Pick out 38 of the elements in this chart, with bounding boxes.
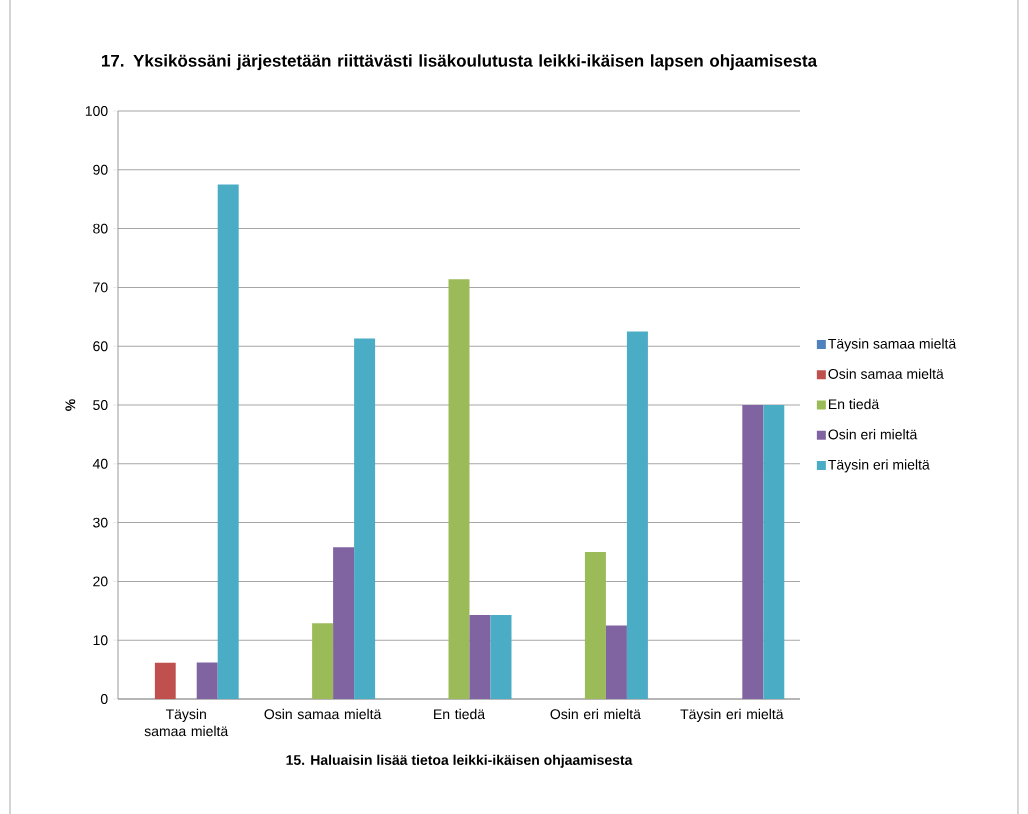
y-axis-title: %	[65, 399, 76, 411]
y-tick-label: 60	[93, 341, 108, 352]
legend-label: Täysin samaa mieltä	[828, 338, 957, 352]
y-tick-label: 40	[92, 458, 108, 469]
x-tick-label: Osin samaa mieltä	[264, 708, 382, 720]
legend-label: Täysin eri mieltä	[828, 459, 930, 473]
bar	[448, 279, 470, 699]
bar	[490, 614, 512, 699]
chart-title: 17. Yksikössäni järjestetään riittävästi lisäkoulutusta leikki-ikäisen lapsen ohjaamisesta	[101, 54, 818, 71]
y-tick-label: 70	[93, 282, 108, 293]
legend-label: Osin samaa mieltä	[828, 368, 944, 379]
bar	[217, 184, 239, 699]
y-tick-label: 10	[93, 635, 108, 646]
x-axis-title: 15. Haluaisin lisää tietoa leikki-ikäisen ohjaamisesta	[286, 754, 633, 768]
x-tick-label: Täysin samaa mieltä	[144, 708, 229, 737]
legend-label: Osin eri mieltä	[828, 429, 918, 440]
bar	[742, 405, 764, 699]
bar	[354, 338, 376, 699]
y-tick-label: 50	[93, 400, 108, 410]
y-tick-label: 90	[93, 164, 108, 175]
bar	[312, 623, 334, 699]
x-tick-label: Täysin eri mieltä	[680, 708, 784, 722]
y-tick-label: 20	[93, 576, 108, 587]
bar	[333, 547, 355, 699]
y-tick-label: 80	[93, 223, 108, 234]
legend-label: En tiedä	[829, 398, 880, 410]
bar	[154, 662, 176, 699]
y-tick-label: 100	[85, 106, 108, 116]
y-tick-label: 0	[100, 694, 108, 704]
bar	[605, 625, 627, 699]
bar	[626, 331, 648, 699]
x-tick-label: Osin eri mieltä	[550, 708, 641, 720]
bar	[469, 614, 491, 699]
y-tick-label: 30	[93, 517, 108, 528]
bar	[584, 552, 606, 699]
bar	[763, 405, 785, 699]
x-tick-label: En tiedä	[434, 708, 486, 720]
bar	[196, 662, 218, 699]
